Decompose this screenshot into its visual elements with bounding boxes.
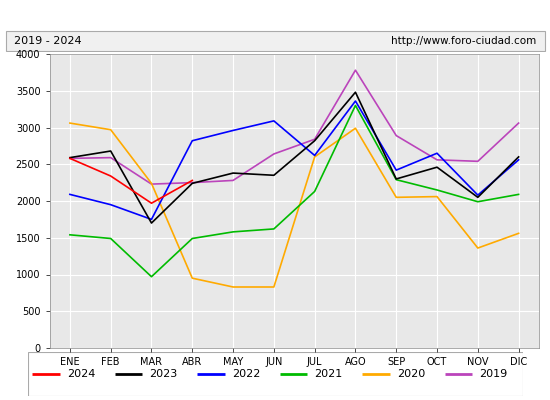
- FancyBboxPatch shape: [28, 352, 522, 396]
- FancyBboxPatch shape: [6, 31, 544, 51]
- Text: 2023: 2023: [150, 369, 178, 379]
- Text: http://www.foro-ciudad.com: http://www.foro-ciudad.com: [391, 36, 536, 46]
- Text: 2019 - 2024: 2019 - 2024: [14, 36, 81, 46]
- Text: Evolucion Nº Turistas Nacionales en el municipio de Cártama: Evolucion Nº Turistas Nacionales en el m…: [72, 8, 478, 22]
- Text: 2020: 2020: [397, 369, 425, 379]
- Text: 2021: 2021: [315, 369, 343, 379]
- Text: 2024: 2024: [67, 369, 96, 379]
- Text: 2022: 2022: [232, 369, 261, 379]
- Text: 2019: 2019: [480, 369, 508, 379]
